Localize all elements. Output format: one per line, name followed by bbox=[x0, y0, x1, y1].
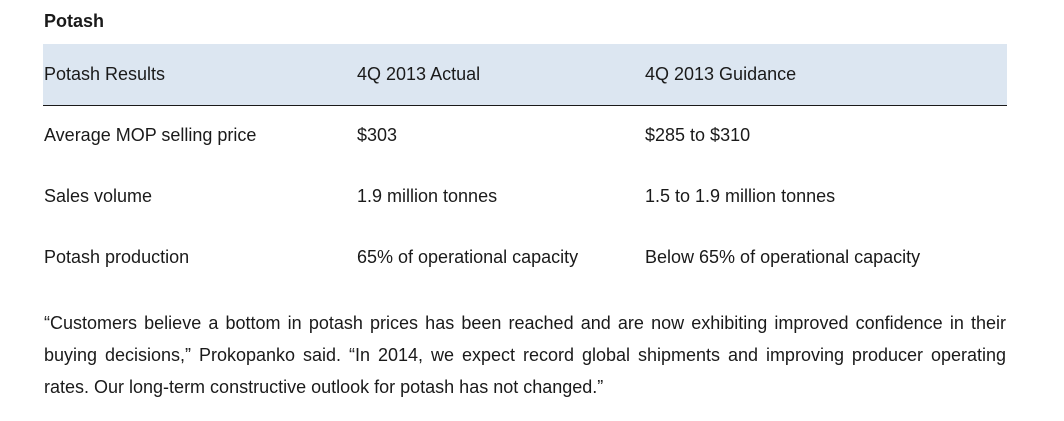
header-guidance: 4Q 2013 Guidance bbox=[645, 63, 797, 84]
table-row: Sales volume 1.9 million tonnes 1.5 to 1… bbox=[43, 166, 1007, 227]
potash-results-table: Potash Results 4Q 2013 Actual 4Q 2013 Gu… bbox=[43, 44, 1007, 288]
actual-value: 1.9 million tonnes bbox=[357, 186, 498, 206]
section-title: Potash bbox=[44, 11, 105, 31]
header-potash-results: Potash Results bbox=[44, 63, 166, 84]
guidance-value: 1.5 to 1.9 million tonnes bbox=[645, 186, 836, 206]
row-label: Potash production bbox=[44, 247, 190, 267]
guidance-value: $285 to $310 bbox=[645, 125, 751, 146]
row-label: Average MOP selling price bbox=[44, 125, 257, 146]
actual-value: 65% of operational capacity bbox=[357, 247, 579, 267]
table-row: Average MOP selling price $303 $285 to $… bbox=[43, 105, 1007, 166]
header-actual: 4Q 2013 Actual bbox=[357, 63, 481, 84]
ceo-quote-paragraph: “Customers believe a bottom in potash pr… bbox=[44, 313, 1006, 397]
table-header-row: Potash Results 4Q 2013 Actual 4Q 2013 Gu… bbox=[43, 44, 1007, 105]
guidance-value: Below 65% of operational capacity bbox=[645, 247, 921, 267]
actual-value: $303 bbox=[357, 125, 398, 146]
row-label: Sales volume bbox=[44, 186, 153, 206]
table-row: Potash production 65% of operational cap… bbox=[43, 227, 1007, 288]
